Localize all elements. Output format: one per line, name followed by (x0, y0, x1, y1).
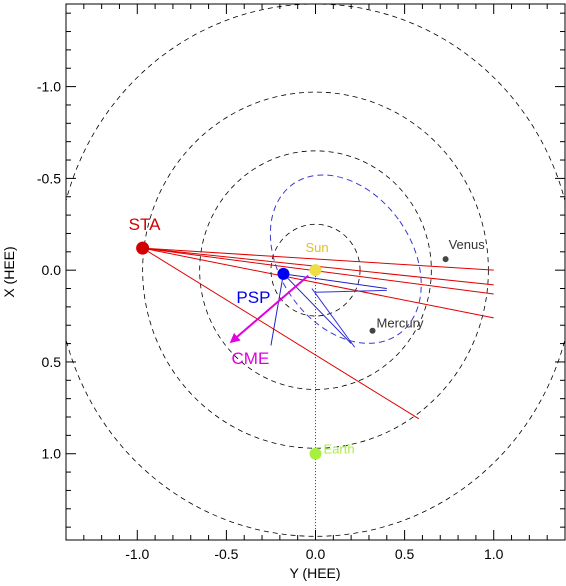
plot-area (66, 4, 565, 540)
x-tick-label: -0.5 (214, 546, 238, 562)
y-tick-label: 0.0 (42, 262, 62, 278)
cme-arrow (229, 274, 310, 344)
sta-sightline-0 (142, 247, 494, 271)
mercury-marker (369, 327, 376, 334)
x-tick-label: 0.5 (395, 546, 415, 562)
psp-blue-line-0 (311, 288, 356, 348)
earth-label: Earth (324, 442, 355, 457)
psp-blue-line-1 (315, 289, 387, 293)
sta-sightline-4 (142, 247, 420, 420)
orbit-0.25-circle (270, 223, 361, 317)
y-tick-label: 1.0 (42, 446, 62, 462)
y-tick-label: -1.0 (37, 79, 61, 95)
x-axis-title: Y (HEE) (289, 565, 340, 581)
sun-label: Sun (306, 240, 329, 255)
earth-marker (309, 447, 322, 460)
y-axis-title: X (HEE) (1, 246, 17, 297)
venus-label: Venus (449, 237, 486, 252)
sta-sightline-3 (142, 247, 494, 319)
y-tick-label: 0.5 (42, 354, 62, 370)
x-tick-label: 0.0 (306, 546, 326, 562)
cme-ellipse (269, 174, 422, 344)
psp-sightline-2 (270, 273, 284, 346)
x-tick-label: 1.0 (484, 546, 504, 562)
y-tick-label: -0.5 (37, 170, 61, 186)
sta-marker (136, 241, 150, 255)
sun-marker (309, 264, 322, 277)
psp-label: PSP (236, 288, 270, 307)
psp-sightline-0 (283, 273, 352, 344)
psp-sightline-1 (283, 273, 387, 290)
orbit-0.65-circle (199, 150, 432, 390)
cme-label: CME (232, 349, 270, 368)
axes-layer: -1.0 -0.5 0.0 0.5 1.0 -1.0 -0.5 0.0 0.5 1.0 (37, 4, 566, 562)
venus-marker (442, 256, 449, 263)
overlay-layer: CME STA PSP Sun Earth Venus Mercury (129, 215, 486, 460)
x-tick-label: -1.0 (125, 546, 149, 562)
psp-marker (277, 267, 290, 280)
sta-label: STA (129, 215, 161, 234)
mercury-label: Mercury (377, 316, 424, 331)
